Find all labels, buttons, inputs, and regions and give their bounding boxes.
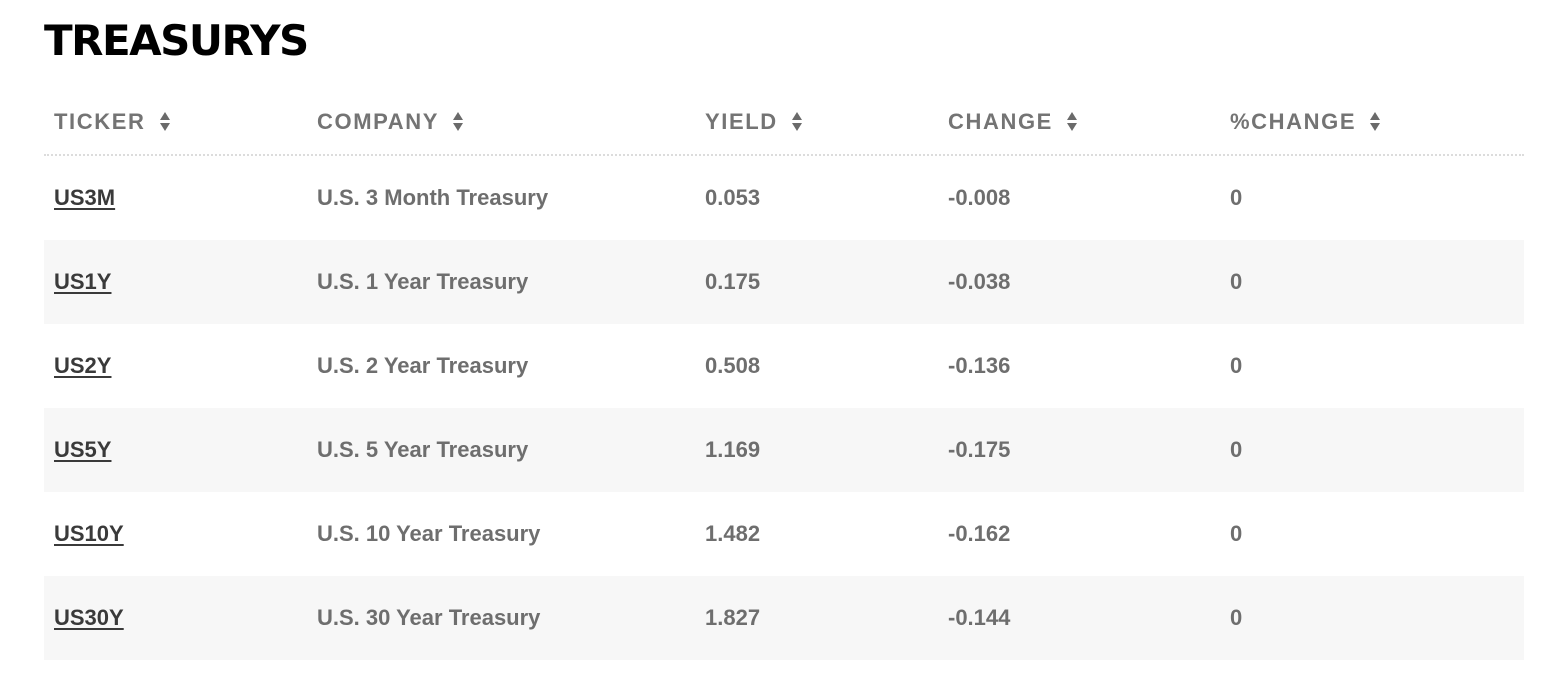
section-title: TREASURYS xyxy=(44,16,309,65)
ticker-link[interactable]: US1Y xyxy=(54,269,112,294)
pct-change-cell: 0 xyxy=(1230,605,1243,630)
change-cell: -0.136 xyxy=(948,353,1011,378)
sort-icon[interactable] xyxy=(1066,110,1077,134)
ticker-cell: US10Y xyxy=(54,492,124,576)
ticker-cell: US2Y xyxy=(54,324,111,408)
sort-icon[interactable] xyxy=(791,110,802,134)
change-cell: -0.144 xyxy=(948,605,1011,630)
column-header-label: YIELD xyxy=(705,109,778,134)
company-cell: U.S. 2 Year Treasury xyxy=(317,353,529,378)
change-cell: -0.038 xyxy=(948,269,1011,294)
table-header: TICKER COMPANY YIELD CHANGE %CHANGE xyxy=(44,86,1524,156)
table-row: US30Y U.S. 30 Year Treasury 1.827 -0.144… xyxy=(44,576,1524,660)
pct-change-cell: 0 xyxy=(1230,353,1243,378)
yield-cell: 1.169 xyxy=(705,437,761,462)
table-row: US1Y U.S. 1 Year Treasury 0.175 -0.038 0 xyxy=(44,240,1524,324)
company-cell: U.S. 10 Year Treasury xyxy=(317,521,541,546)
sort-icon[interactable] xyxy=(159,110,170,134)
pct-change-cell: 0 xyxy=(1230,185,1243,210)
change-cell: -0.008 xyxy=(948,185,1011,210)
ticker-link[interactable]: US5Y xyxy=(54,437,112,462)
yield-cell: 1.482 xyxy=(705,521,761,546)
column-header-pct-change[interactable]: %CHANGE xyxy=(1230,108,1381,136)
table-row: US3M U.S. 3 Month Treasury 0.053 -0.008 … xyxy=(44,156,1524,240)
yield-cell: 0.508 xyxy=(705,353,761,378)
column-header-label: %CHANGE xyxy=(1230,109,1357,134)
yield-cell: 0.053 xyxy=(705,185,761,210)
column-header-yield[interactable]: YIELD xyxy=(705,108,802,136)
change-cell: -0.162 xyxy=(948,521,1011,546)
pct-change-cell: 0 xyxy=(1230,269,1243,294)
company-cell: U.S. 30 Year Treasury xyxy=(317,605,541,630)
ticker-cell: US3M xyxy=(54,156,115,240)
ticker-cell: US30Y xyxy=(54,576,124,660)
column-header-company[interactable]: COMPANY xyxy=(317,108,464,136)
company-cell: U.S. 1 Year Treasury xyxy=(317,269,529,294)
ticker-cell: US1Y xyxy=(54,240,111,324)
table-row: US2Y U.S. 2 Year Treasury 0.508 -0.136 0 xyxy=(44,324,1524,408)
treasury-table: TICKER COMPANY YIELD CHANGE %CHANGE US3M… xyxy=(44,86,1524,660)
change-cell: -0.175 xyxy=(948,437,1011,462)
column-header-change[interactable]: CHANGE xyxy=(948,108,1077,136)
ticker-link[interactable]: US2Y xyxy=(54,353,112,378)
sort-icon[interactable] xyxy=(1370,110,1381,134)
column-header-label: COMPANY xyxy=(317,109,440,134)
company-cell: U.S. 5 Year Treasury xyxy=(317,437,529,462)
table-row: US5Y U.S. 5 Year Treasury 1.169 -0.175 0 xyxy=(44,408,1524,492)
ticker-link[interactable]: US10Y xyxy=(54,521,124,546)
sort-icon[interactable] xyxy=(453,110,464,134)
ticker-cell: US5Y xyxy=(54,408,111,492)
ticker-link[interactable]: US30Y xyxy=(54,605,124,630)
ticker-link[interactable]: US3M xyxy=(54,185,116,210)
pct-change-cell: 0 xyxy=(1230,521,1243,546)
table-row: US10Y U.S. 10 Year Treasury 1.482 -0.162… xyxy=(44,492,1524,576)
column-header-label: TICKER xyxy=(54,109,146,134)
pct-change-cell: 0 xyxy=(1230,437,1243,462)
column-header-label: CHANGE xyxy=(948,109,1053,134)
company-cell: U.S. 3 Month Treasury xyxy=(317,185,549,210)
yield-cell: 1.827 xyxy=(705,605,761,630)
yield-cell: 0.175 xyxy=(705,269,761,294)
column-header-ticker[interactable]: TICKER xyxy=(54,108,170,136)
